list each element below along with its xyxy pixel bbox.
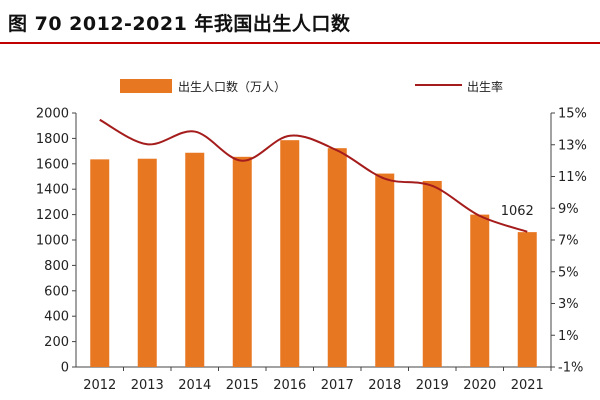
- birth-rate-line: [99, 118, 528, 233]
- y-left-tick-label: 400: [44, 310, 69, 325]
- x-tick-label: 2013: [131, 378, 164, 393]
- y-right-tick-label: -1%: [558, 361, 583, 376]
- plot-area: 0 200 400 600 800 1000 1200 1400 1600 1800 2000 -1%…: [36, 107, 587, 394]
- x-tick-label: 2019: [416, 378, 449, 393]
- y-left-tick-label: 200: [44, 335, 69, 350]
- legend-bar-label: 出生人口数（万人）: [178, 79, 286, 94]
- y-right-tick-label: 7%: [558, 234, 579, 249]
- y-right-tick-label: 13%: [558, 138, 587, 153]
- x-tick-label: 2017: [321, 378, 354, 393]
- y-left-tick-label: 2000: [36, 107, 69, 122]
- x-tick-label: 2012: [83, 378, 116, 393]
- x-tick-label: 2020: [463, 378, 496, 393]
- y-right-tick-label: 1%: [558, 329, 579, 344]
- y-right-tick-label: 9%: [558, 202, 579, 217]
- bar: [375, 173, 395, 367]
- figure-title: 图 70 2012-2021 年我国出生人口数: [8, 13, 351, 35]
- bar: [280, 140, 300, 367]
- bar: [517, 232, 537, 367]
- y-right-tick-label: 5%: [558, 265, 579, 280]
- y-right-tick-label: 3%: [558, 297, 579, 312]
- y-left-tick-label: 1000: [36, 234, 69, 249]
- y-left-tick-label: 1600: [36, 157, 69, 172]
- x-tick-label: 2021: [511, 378, 544, 393]
- x-tick-label: 2018: [368, 378, 401, 393]
- y-right-tick-label: 11%: [558, 170, 587, 185]
- bar: [470, 214, 490, 367]
- legend-bar-swatch: [120, 79, 172, 93]
- y-left-tick-label: 600: [44, 284, 69, 299]
- bar: [327, 148, 347, 367]
- y-left-tick-label: 1200: [36, 208, 69, 223]
- bar: [422, 180, 442, 367]
- x-tick-label: 2016: [273, 378, 306, 393]
- bar: [90, 159, 110, 367]
- y-left-tick-label: 0: [61, 361, 69, 376]
- x-tick-label: 2015: [226, 378, 259, 393]
- x-tick-label: 2014: [178, 378, 211, 393]
- figure-header: 图 70 2012-2021 年我国出生人口数: [0, 0, 600, 44]
- y-left-tick-label: 1800: [36, 132, 69, 147]
- last-value-annotation: 1062: [501, 204, 534, 219]
- y-left-tick-label: 1400: [36, 183, 69, 198]
- bar: [185, 152, 205, 367]
- y-left-tick-label: 800: [44, 259, 69, 274]
- title-underline: [0, 42, 600, 44]
- y-right-tick-label: 15%: [558, 107, 587, 122]
- legend-line-label: 出生率: [467, 79, 503, 94]
- bar: [137, 158, 157, 367]
- bar: [232, 156, 252, 367]
- legend: 出生人口数（万人） 出生率: [120, 79, 503, 94]
